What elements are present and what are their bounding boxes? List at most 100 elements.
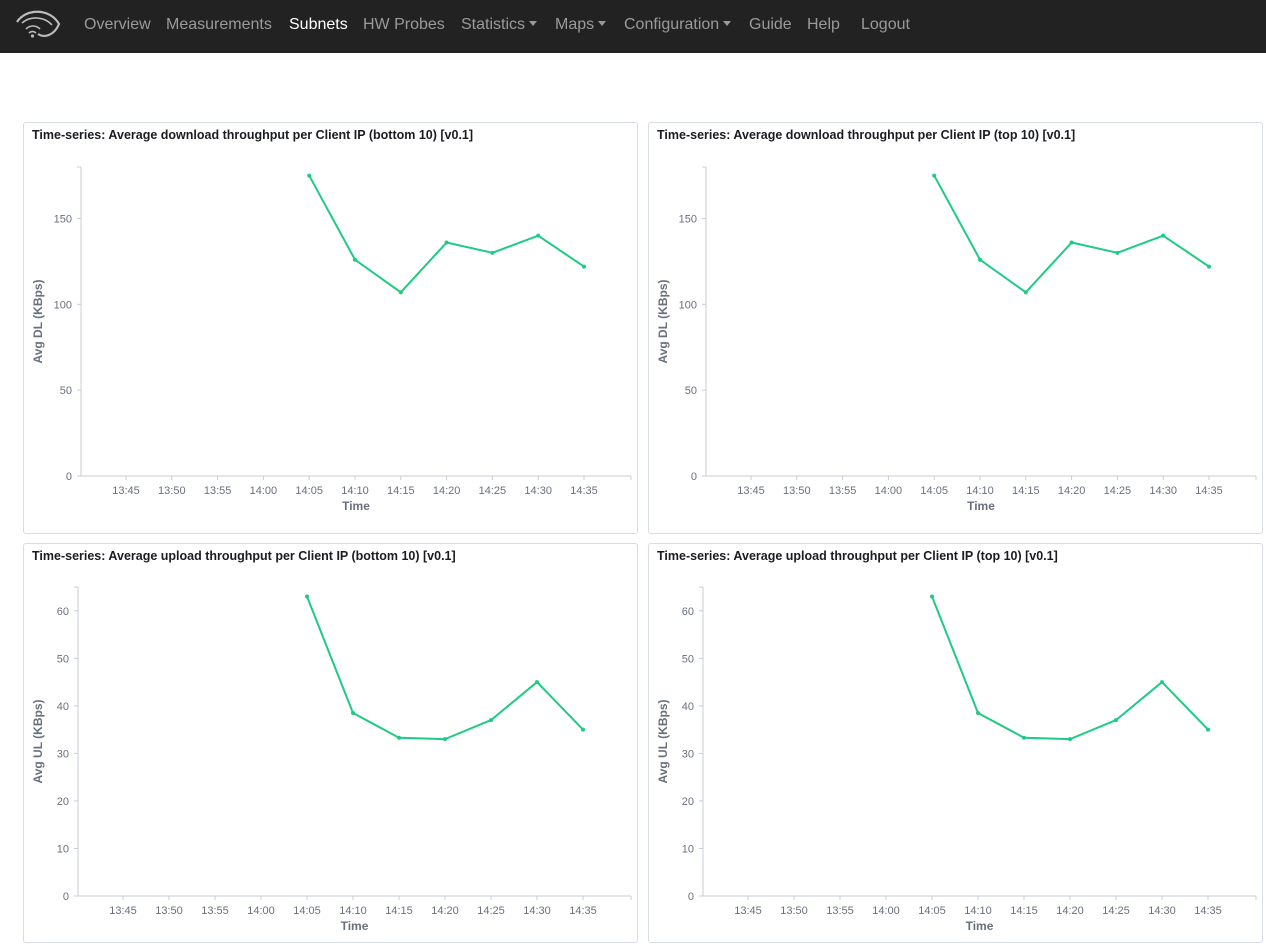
caret-down-icon: [529, 21, 538, 26]
data-point[interactable]: [930, 594, 934, 599]
y-tick-label: 30: [682, 748, 694, 760]
chart-panel-dl-top10: Time-series: Average download throughput…: [648, 122, 1263, 534]
data-point[interactable]: [1068, 737, 1072, 742]
data-point[interactable]: [1161, 233, 1166, 238]
x-tick-label: 13:45: [737, 485, 765, 497]
x-tick-label: 14:00: [247, 905, 275, 917]
data-point[interactable]: [976, 710, 980, 715]
x-tick-label: 14:00: [872, 905, 900, 917]
x-tick-label: 14:20: [1056, 905, 1084, 917]
line-chart: 0 50 100 150 13:45 13:50 13:55 14:00 14:05 14:10 1…: [656, 166, 1257, 513]
x-tick-label: 14:10: [966, 485, 994, 497]
y-tick-label: 50: [60, 385, 72, 397]
nav-item-hw-probes[interactable]: HW Probes: [363, 0, 445, 50]
y-tick-label: 0: [63, 891, 69, 903]
nav-item-subnets[interactable]: Subnets: [289, 0, 348, 50]
x-tick-label: 13:55: [204, 485, 232, 497]
data-point[interactable]: [1022, 735, 1026, 740]
x-axis-title: Time: [966, 919, 994, 933]
nav-item-label: Configuration: [624, 16, 720, 33]
y-tick-label: 40: [57, 701, 69, 713]
y-axis-title: Avg DL (KBps): [656, 279, 670, 363]
line-chart: 0 10 20 30 40 50 60 13:45 13:50 13:55 14:00 14:05 14…: [656, 586, 1257, 933]
x-tick-label: 14:35: [1194, 905, 1222, 917]
x-tick-label: 14:30: [523, 905, 551, 917]
x-tick-label: 14:05: [918, 905, 946, 917]
data-point[interactable]: [1207, 264, 1211, 269]
y-tick-label: 0: [688, 891, 694, 903]
logo-icon[interactable]: [14, 10, 62, 40]
x-tick-label: 13:50: [783, 485, 811, 497]
nav-item-label: Measurements: [166, 16, 272, 33]
data-point[interactable]: [1114, 718, 1118, 723]
data-point[interactable]: [307, 173, 312, 178]
data-point[interactable]: [932, 173, 937, 178]
x-tick-label: 13:50: [158, 485, 186, 497]
x-tick-label: 13:45: [112, 485, 140, 497]
data-point[interactable]: [1206, 727, 1210, 732]
data-point[interactable]: [581, 727, 585, 732]
data-point[interactable]: [351, 710, 355, 715]
y-tick-label: 10: [682, 843, 694, 855]
data-point[interactable]: [1069, 240, 1074, 245]
caret-down-icon: [598, 21, 607, 26]
y-tick-label: 50: [682, 653, 694, 665]
data-point[interactable]: [978, 257, 982, 262]
x-tick-label: 14:10: [339, 905, 367, 917]
data-point[interactable]: [582, 264, 586, 269]
series-line: [933, 175, 1210, 294]
x-tick-label: 13:45: [109, 905, 137, 917]
y-tick-label: 150: [679, 214, 697, 226]
chart-panel-ul-top10: Time-series: Average upload throughput p…: [648, 543, 1263, 943]
y-tick-label: 0: [66, 471, 72, 483]
chart-panel-dl-bottom10: Time-series: Average download throughput…: [23, 122, 638, 534]
nav-item-guide[interactable]: Guide: [749, 0, 792, 50]
data-point[interactable]: [536, 233, 541, 238]
x-tick-label: 14:05: [295, 485, 323, 497]
nav-item-logout[interactable]: Logout: [861, 0, 910, 50]
data-point[interactable]: [1023, 290, 1028, 295]
data-point[interactable]: [535, 680, 539, 685]
data-point[interactable]: [1115, 250, 1120, 255]
y-tick-label: 20: [57, 796, 69, 808]
y-axis-title: Avg UL (KBps): [656, 699, 670, 783]
data-point[interactable]: [353, 257, 357, 262]
x-tick-label: 14:15: [387, 485, 415, 497]
data-point[interactable]: [443, 737, 447, 742]
data-point[interactable]: [490, 250, 495, 255]
panel-title: Time-series: Average upload throughput p…: [657, 549, 1058, 563]
nav-item-label: HW Probes: [363, 16, 445, 33]
series-line: [306, 596, 584, 741]
caret-down-icon: [723, 21, 732, 26]
nav-item-label: Guide: [749, 16, 792, 33]
data-point[interactable]: [1160, 680, 1164, 685]
y-tick-label: 60: [682, 606, 694, 618]
x-tick-label: 14:25: [479, 485, 507, 497]
nav-item-help[interactable]: Help: [807, 0, 840, 50]
y-tick-label: 50: [57, 653, 69, 665]
y-tick-label: 10: [57, 843, 69, 855]
data-point[interactable]: [444, 240, 449, 245]
nav-item-configuration[interactable]: Configuration: [624, 0, 732, 50]
data-point[interactable]: [398, 290, 403, 295]
data-point[interactable]: [305, 594, 309, 599]
series-line: [931, 596, 1209, 741]
chart-panel-ul-bottom10: Time-series: Average upload throughput p…: [23, 543, 638, 943]
nav-item-label: Logout: [861, 16, 910, 33]
x-tick-label: 14:35: [569, 905, 597, 917]
y-tick-label: 40: [682, 701, 694, 713]
x-tick-label: 13:55: [829, 485, 857, 497]
x-tick-label: 13:55: [201, 905, 229, 917]
nav-item-overview[interactable]: Overview: [84, 0, 151, 50]
line-chart: 0 10 20 30 40 50 60 13:45 13:50 13:55 14:00 14:05 14…: [31, 586, 632, 933]
nav-item-statistics[interactable]: Statistics: [461, 0, 538, 50]
nav-item-measurements[interactable]: Measurements: [166, 0, 272, 50]
nav-item-maps[interactable]: Maps: [555, 0, 607, 50]
x-tick-label: 14:20: [431, 905, 459, 917]
x-tick-label: 13:50: [155, 905, 183, 917]
x-tick-label: 13:55: [826, 905, 854, 917]
x-tick-label: 14:10: [341, 485, 369, 497]
data-point[interactable]: [397, 735, 401, 740]
data-point[interactable]: [489, 718, 493, 723]
y-axis-title: Avg DL (KBps): [31, 279, 45, 363]
